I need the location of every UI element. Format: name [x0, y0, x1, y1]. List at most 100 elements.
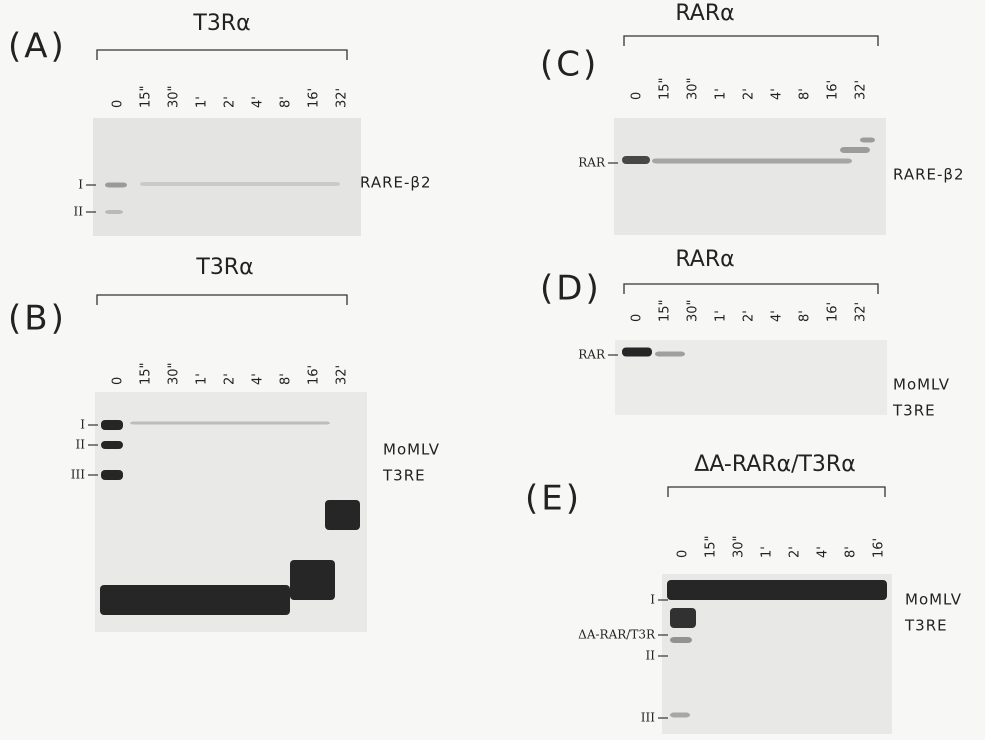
panel-label: (D)	[540, 269, 602, 309]
lane-label: 0	[630, 314, 645, 322]
lane-label: 1'	[714, 88, 729, 100]
lane-label: 16'	[307, 365, 322, 385]
lane-label: 15"	[139, 362, 154, 385]
lane-bracket	[96, 294, 348, 305]
lane-label: 0	[111, 377, 126, 385]
lane-label: 4'	[251, 96, 266, 108]
probe-label: T3RE	[892, 402, 936, 420]
gel-band	[100, 585, 290, 615]
lane-label: 8'	[279, 96, 294, 108]
gel-band	[101, 441, 123, 449]
lane-label: 16'	[826, 302, 841, 322]
gel-band	[290, 560, 335, 600]
panel-title: T3Rα	[192, 11, 250, 36]
gel-image	[93, 118, 361, 236]
gel-band	[667, 580, 887, 600]
lane-bracket	[667, 486, 886, 497]
gel-band	[101, 470, 123, 480]
lane-label: 32'	[335, 365, 350, 385]
lane-label: 32'	[854, 80, 869, 100]
band-label: III	[71, 468, 85, 482]
probe-label: T3RE	[382, 467, 426, 485]
lane-label: 0	[676, 550, 691, 558]
band-label: III	[641, 711, 655, 725]
gel-band	[325, 500, 360, 530]
lane-label: 8'	[798, 88, 813, 100]
lane-label: 32'	[335, 88, 350, 108]
lane-label: 32'	[854, 302, 869, 322]
gel-band	[670, 712, 690, 718]
lane-label: 16'	[826, 80, 841, 100]
gel-band	[130, 421, 330, 425]
lane-label: 4'	[816, 546, 831, 558]
lane-label: 0	[630, 92, 645, 100]
probe-label: MoMLV	[905, 591, 962, 609]
band-label: I	[650, 593, 655, 607]
gel-band	[655, 351, 685, 357]
band-label: II	[76, 438, 86, 452]
band-label: I	[80, 418, 85, 432]
gel-band	[105, 182, 127, 188]
band-label: RAR	[578, 156, 606, 170]
lane-label: 2'	[742, 88, 757, 100]
lane-label: 30"	[686, 77, 701, 100]
lane-bracket	[623, 283, 879, 294]
band-label: ΔA-RAR/T3R	[578, 628, 656, 642]
panel-title: RARα	[675, 1, 734, 26]
lane-label: 4'	[770, 310, 785, 322]
lane-label: 30"	[732, 535, 747, 558]
panel-label: (C)	[540, 45, 599, 85]
probe-label: MoMLV	[383, 441, 440, 459]
lane-label: 30"	[167, 362, 182, 385]
probe-label: MoMLV	[893, 376, 950, 394]
lane-label: 4'	[251, 373, 266, 385]
lane-label: 15"	[658, 77, 673, 100]
lane-label: 15"	[658, 299, 673, 322]
gel-band	[105, 210, 123, 214]
gel-band	[652, 158, 852, 164]
lane-bracket	[96, 49, 348, 60]
lane-label: 2'	[742, 310, 757, 322]
lane-label: 4'	[770, 88, 785, 100]
probe-label: RARE-β2	[360, 174, 432, 192]
lane-label: 8'	[844, 546, 859, 558]
band-label: I	[78, 178, 83, 192]
gel-band	[622, 347, 652, 357]
lane-label: 1'	[195, 373, 210, 385]
lane-label: 0	[111, 100, 126, 108]
lane-bracket	[623, 35, 879, 46]
panel-title: ΔA-RARα/T3Rα	[694, 452, 855, 477]
gel-band	[860, 137, 875, 143]
gel-band	[622, 156, 650, 164]
gel-band	[670, 637, 692, 643]
lane-label: 8'	[798, 310, 813, 322]
gel-band	[140, 182, 340, 186]
lane-label: 1'	[760, 546, 775, 558]
lane-label: 2'	[788, 546, 803, 558]
gel-image	[615, 340, 887, 415]
panel-label: (E)	[525, 479, 582, 519]
band-label: II	[646, 649, 656, 663]
lane-label: 2'	[223, 96, 238, 108]
gel-band	[840, 147, 870, 153]
lane-label: 1'	[714, 310, 729, 322]
panel-title: RARα	[675, 247, 734, 272]
lane-label: 2'	[223, 373, 238, 385]
lane-label: 15"	[139, 85, 154, 108]
lane-label: 1'	[195, 96, 210, 108]
lane-label: 30"	[167, 85, 182, 108]
lane-label: 8'	[279, 373, 294, 385]
lane-label: 15"	[704, 535, 719, 558]
gel-image	[662, 574, 892, 734]
panel-label: (B)	[8, 299, 67, 339]
probe-label: RARE-β2	[893, 166, 965, 184]
gel-image	[614, 118, 886, 235]
panel-label: (A)	[8, 27, 67, 67]
probe-label: T3RE	[904, 617, 948, 635]
gel-band	[101, 420, 123, 430]
lane-label: 16'	[872, 538, 887, 558]
lane-label: 16'	[307, 88, 322, 108]
panel-title: T3Rα	[195, 255, 253, 280]
band-label: II	[74, 205, 84, 219]
